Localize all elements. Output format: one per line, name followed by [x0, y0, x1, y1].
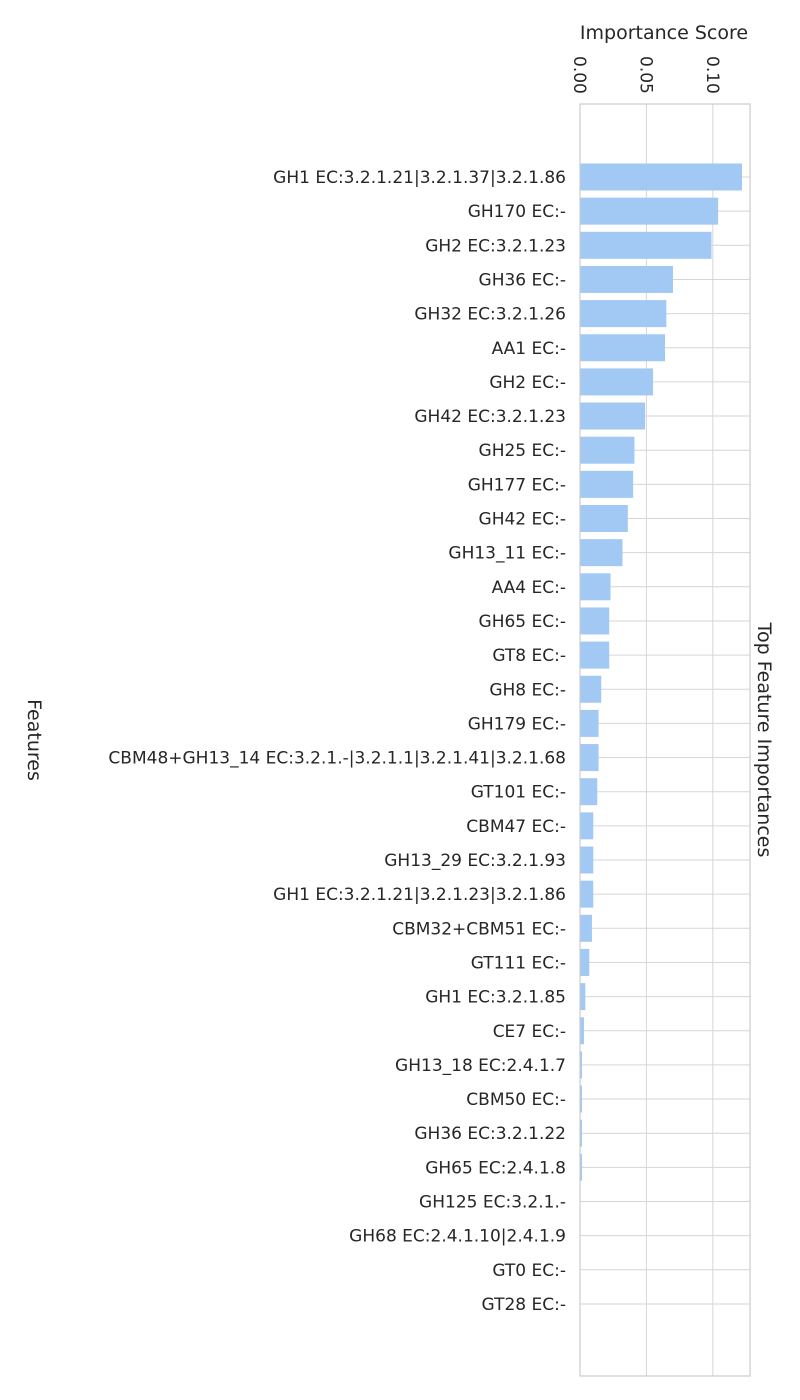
- x-tick-label: 0.00: [569, 56, 589, 94]
- bar: [580, 1085, 582, 1113]
- category-label: GH36 EC:3.2.1.22: [414, 1124, 566, 1144]
- bar: [580, 948, 590, 976]
- category-label: CE7 EC:-: [493, 1022, 566, 1042]
- bar: [580, 1051, 582, 1079]
- bar: [580, 300, 667, 328]
- bar: [580, 265, 673, 293]
- category-label: AA4 EC:-: [492, 578, 566, 598]
- category-label: CBM50 EC:-: [466, 1090, 566, 1110]
- category-label: GH68 EC:2.4.1.10|2.4.1.9: [349, 1227, 566, 1247]
- bar: [580, 846, 594, 874]
- category-label: GH32 EC:3.2.1.26: [414, 305, 566, 325]
- bar: [580, 778, 598, 806]
- bar: [580, 812, 594, 840]
- bar: [580, 1153, 582, 1181]
- category-label: GH125 EC:3.2.1.-: [419, 1193, 566, 1213]
- category-label: GT8 EC:-: [492, 646, 566, 666]
- category-label: GH65 EC:-: [479, 612, 566, 632]
- category-label: GH179 EC:-: [468, 714, 566, 734]
- plot-frame: [579, 103, 751, 1377]
- x-tick-label: 0.10: [702, 56, 722, 94]
- bar-layer: [580, 163, 743, 1181]
- bar: [580, 983, 586, 1011]
- category-label: CBM47 EC:-: [466, 817, 566, 837]
- category-label: GT101 EC:-: [471, 783, 566, 803]
- category-labels: GH1 EC:3.2.1.21|3.2.1.37|3.2.1.86 GH170 E…: [108, 168, 566, 1315]
- category-label: GH13_11 EC:-: [448, 544, 566, 564]
- side-title: Top Feature Importances: [753, 622, 775, 858]
- bar: [580, 436, 635, 464]
- bar: [580, 573, 611, 601]
- category-label: GH65 EC:2.4.1.8: [425, 1158, 566, 1178]
- category-label: GH1 EC:3.2.1.21|3.2.1.23|3.2.1.86: [273, 885, 566, 905]
- category-label: GH36 EC:-: [479, 270, 566, 290]
- bar: [580, 231, 712, 259]
- category-label: GH42 EC:3.2.1.23: [414, 407, 566, 427]
- category-label: GH42 EC:-: [479, 510, 566, 530]
- bar: [580, 641, 610, 669]
- category-label: GH2 EC:3.2.1.23: [425, 236, 566, 256]
- bar: [580, 914, 592, 942]
- x-axis-label: Importance Score: [580, 22, 748, 44]
- category-label: CBM32+CBM51 EC:-: [392, 919, 566, 939]
- tick-layer: 0.00 0.05 0.10: [569, 56, 722, 94]
- bar: [580, 334, 665, 362]
- bar: [580, 163, 743, 191]
- category-label: GH25 EC:-: [479, 441, 566, 461]
- category-label: GT28 EC:-: [482, 1295, 566, 1315]
- category-label: GT0 EC:-: [492, 1261, 566, 1281]
- category-label: GH13_18 EC:2.4.1.7: [395, 1056, 566, 1076]
- bar: [580, 744, 599, 772]
- bar: [580, 505, 628, 532]
- bar: [580, 607, 610, 635]
- bar: [580, 197, 719, 225]
- category-label: GH2 EC:-: [489, 373, 566, 393]
- category-label: GH1 EC:3.2.1.21|3.2.1.37|3.2.1.86: [273, 168, 566, 188]
- bar: [580, 880, 594, 908]
- category-label: GH1 EC:3.2.1.85: [425, 988, 566, 1008]
- category-label: GH170 EC:-: [468, 202, 566, 222]
- grid-layer: [579, 104, 750, 1376]
- bar: [580, 470, 634, 498]
- bar: [580, 709, 599, 737]
- category-label: GH8 EC:-: [489, 680, 566, 700]
- category-label: GT111 EC:-: [471, 953, 566, 973]
- bar: [580, 1119, 582, 1147]
- bar: [580, 675, 602, 703]
- bar: [580, 1017, 584, 1045]
- bar: [580, 368, 654, 396]
- bar: [580, 539, 623, 567]
- category-label: CBM48+GH13_14 EC:3.2.1.-|3.2.1.1|3.2.1.4…: [108, 749, 566, 769]
- bar: [580, 402, 646, 430]
- category-label: GH13_29 EC:3.2.1.93: [384, 851, 566, 871]
- y-axis-label: Features: [23, 699, 45, 781]
- category-label: GH177 EC:-: [468, 475, 566, 495]
- category-label: AA1 EC:-: [492, 339, 566, 359]
- x-tick-label: 0.05: [635, 56, 655, 94]
